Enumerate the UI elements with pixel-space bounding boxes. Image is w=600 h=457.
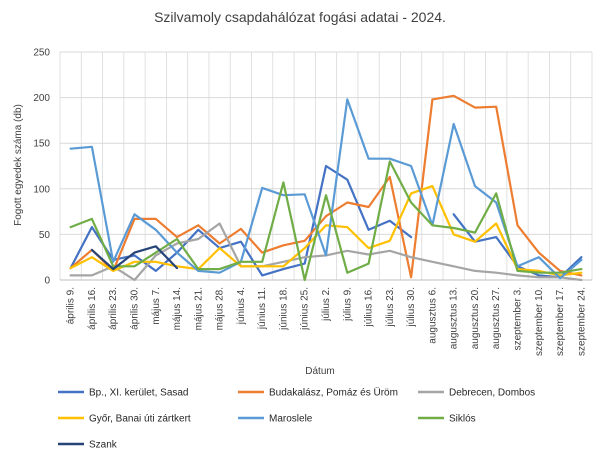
- series-group: [69, 98, 583, 280]
- x-tick-label: április 9.: [66, 287, 77, 324]
- x-tick-label: szeptember 24.: [576, 287, 587, 356]
- x-tick-label: június 25.: [300, 287, 311, 331]
- x-tick-label: április 16.: [87, 287, 98, 330]
- x-tick-label: május 21.: [193, 287, 204, 330]
- x-axis-label: Dátum: [305, 366, 334, 377]
- legend-item: Debrecen, Dombos: [418, 388, 535, 399]
- y-tick-label: 150: [33, 139, 50, 150]
- y-tick-label: 200: [33, 93, 50, 104]
- x-tick-label: június 11.: [257, 287, 268, 330]
- legend-label: Bp., XI. kerület, Sasad: [89, 388, 189, 399]
- legend: Bp., XI. kerület, Sasad Budakalász, Pomáz…: [58, 387, 535, 451]
- y-tick-label: 0: [44, 276, 50, 287]
- legend-label: Győr, Banai úti zártkert: [89, 414, 191, 425]
- legend-item: Győr, Banai úti zártkert: [58, 414, 191, 425]
- series-line: [90, 245, 179, 271]
- x-tick-label: szeptember 10.: [534, 287, 545, 356]
- legend-label: Siklós: [449, 414, 476, 425]
- legend-item: Siklós: [418, 414, 476, 425]
- series-line: [69, 94, 583, 279]
- x-tick-label: július 30.: [406, 287, 417, 327]
- x-tick-label: április 23.: [108, 287, 119, 330]
- series-group: [69, 185, 583, 277]
- series-line: [69, 185, 583, 277]
- x-tick-label: szeptember 17.: [555, 287, 566, 356]
- y-tick-label: 250: [33, 48, 50, 59]
- legend-label: Szank: [89, 440, 118, 451]
- x-tick-label: július 9.: [342, 287, 353, 322]
- axes: 0 50 100 150 200 250 április 9. április 16. ápri…: [33, 48, 592, 356]
- legend-label: Debrecen, Dombos: [449, 388, 535, 399]
- legend-label: Maroslele: [269, 414, 313, 425]
- x-tick-label: augusztus 13.: [449, 287, 460, 349]
- legend-item: Szank: [58, 440, 118, 451]
- x-tick-label: április 30.: [129, 287, 140, 330]
- x-tick-label: szeptember 3.: [513, 287, 524, 350]
- series-line: [69, 160, 583, 282]
- series-group: [69, 94, 583, 279]
- series-lines: [69, 94, 583, 282]
- x-tick-label: augusztus 27.: [491, 287, 502, 349]
- x-tick-label: július 16.: [364, 287, 375, 327]
- legend-item: Bp., XI. kerület, Sasad: [58, 388, 189, 399]
- x-tick-label: augusztus 20.: [470, 287, 481, 349]
- x-tick-label: július 2.: [321, 287, 332, 322]
- legend-item: Maroslele: [238, 414, 313, 425]
- y-tick-label: 50: [39, 230, 51, 241]
- y-axis-label: Fogott egyedek száma (db): [13, 104, 24, 226]
- x-tick-label: május 7.: [151, 287, 162, 325]
- gridlines: [59, 51, 593, 281]
- x-tick-label: május 14.: [172, 287, 183, 330]
- chart-title: Szilvamoly csapdahálózat fogási adatai -…: [154, 9, 446, 25]
- x-tick-label: június 4.: [236, 287, 247, 325]
- series-line: [69, 98, 583, 280]
- legend-item: Budakalász, Pomáz és Üröm: [238, 387, 398, 399]
- x-tick-label: május 28.: [215, 287, 226, 330]
- series-group: [90, 245, 179, 271]
- x-tick-label: július 23.: [385, 287, 396, 327]
- legend-label: Budakalász, Pomáz és Üröm: [269, 387, 398, 399]
- series-group: [69, 160, 583, 282]
- x-tick-label: június 18.: [278, 287, 289, 331]
- y-tick-label: 100: [33, 184, 50, 195]
- x-tick-label: augusztus 6.: [427, 287, 438, 344]
